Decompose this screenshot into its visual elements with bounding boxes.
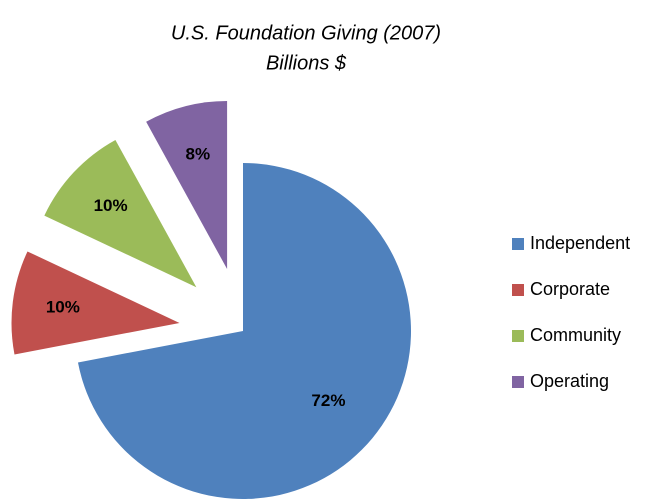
pie-slice — [146, 101, 228, 270]
legend-label: Independent — [530, 233, 630, 253]
legend-swatch — [512, 376, 524, 388]
chart-title: U.S. Foundation Giving (2007) — [171, 22, 441, 44]
legend-swatch — [512, 330, 524, 342]
data-label: 10% — [46, 298, 80, 317]
data-label: 10% — [94, 196, 128, 215]
legend-swatch — [512, 238, 524, 250]
legend-label: Operating — [530, 371, 609, 391]
data-label: 8% — [186, 145, 211, 164]
pie-slice — [44, 139, 197, 288]
legend-label: Community — [530, 325, 621, 345]
pie-slice — [11, 251, 180, 355]
pie-slice — [77, 163, 411, 499]
legend-label: Corporate — [530, 279, 610, 299]
chart-subtitle: Billions $ — [266, 52, 347, 74]
legend-swatch — [512, 284, 524, 296]
data-label: 72% — [311, 391, 345, 410]
